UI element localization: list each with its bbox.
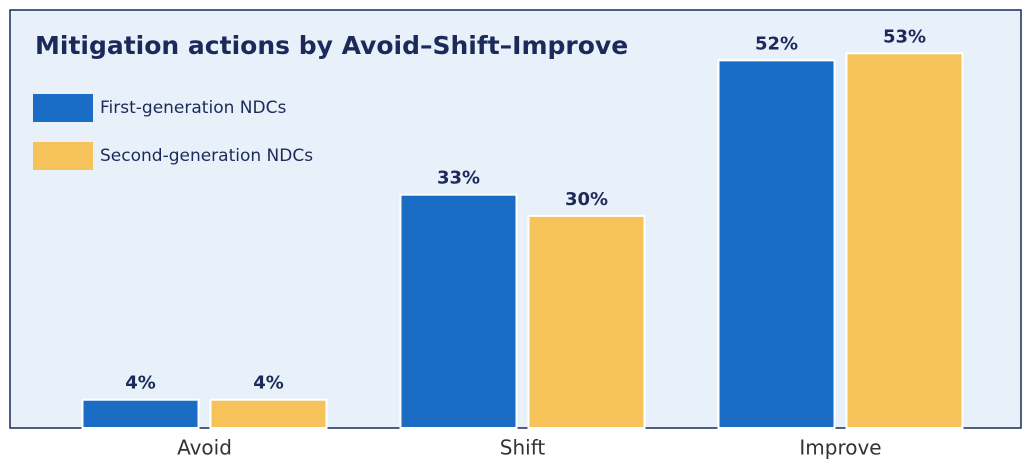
- value-label: 4%: [253, 373, 284, 394]
- chart-title: Mitigation actions by Avoid–Shift–Improv…: [35, 31, 628, 60]
- value-label: 53%: [883, 26, 926, 47]
- bar: [845, 52, 964, 429]
- x-tick-label: Improve: [799, 436, 881, 460]
- legend-label: Second-generation NDCs: [100, 146, 313, 166]
- bar: [717, 59, 836, 430]
- bar: [527, 214, 646, 429]
- x-tick-label: Shift: [500, 436, 546, 460]
- bar: [81, 398, 200, 430]
- legend-swatch: [33, 142, 93, 170]
- value-label: 52%: [755, 33, 798, 54]
- value-label: 30%: [565, 189, 608, 210]
- legend-label: First-generation NDCs: [100, 98, 286, 118]
- value-label: 4%: [125, 373, 156, 394]
- legend-swatch: [33, 94, 93, 122]
- bar: [209, 398, 328, 430]
- x-tick-label: Avoid: [177, 436, 232, 460]
- value-label: 33%: [437, 168, 480, 189]
- bar: [399, 193, 518, 429]
